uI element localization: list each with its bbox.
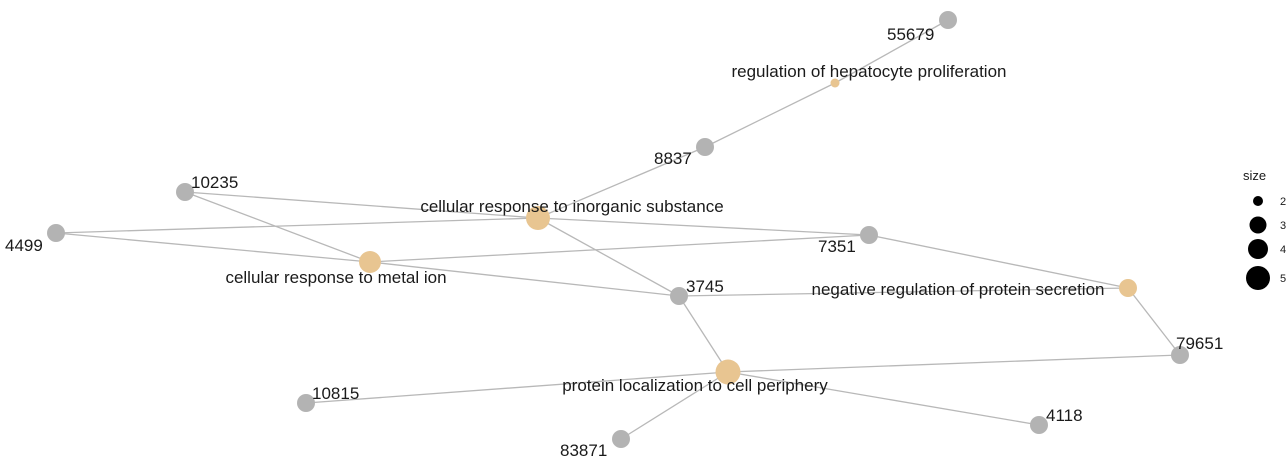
legend-point-3 [1249, 216, 1267, 234]
category-label-crmi: cellular response to metal ion [225, 268, 446, 287]
gene-node-10815[interactable] [297, 394, 315, 412]
edge-crmi-4499 [55, 232, 371, 263]
category-label-plcp: protein localization to cell periphery [562, 376, 828, 395]
gene-label-8837: 8837 [654, 149, 692, 168]
edges-layer [55, 19, 1181, 440]
edge-plcp-83871 [620, 371, 729, 440]
gene-label-10235: 10235 [191, 173, 238, 192]
gene-node-8837[interactable] [696, 138, 714, 156]
legend-point-2 [1253, 196, 1263, 206]
gene-label-3745: 3745 [686, 277, 724, 296]
gene-node-7351[interactable] [860, 226, 878, 244]
edge-plcp-79651 [727, 354, 1181, 373]
edge-plcp-10815 [305, 371, 729, 404]
edge-cris-3745 [537, 217, 680, 297]
edge-nrps-79651 [1127, 287, 1181, 356]
edge-crmi-10235 [184, 191, 371, 263]
gene-label-10815: 10815 [312, 384, 359, 403]
edge-crmi-7351 [369, 234, 870, 263]
gene-node-83871[interactable] [612, 430, 630, 448]
gene-node-4118[interactable] [1030, 416, 1048, 434]
size-legend: size 2 3 4 5 [1243, 168, 1286, 290]
edge-rhp-55679 [834, 19, 949, 84]
gene-node-55679[interactable] [939, 11, 957, 29]
gene-label-4499: 4499 [5, 236, 43, 255]
category-node-nrps[interactable] [1119, 279, 1137, 297]
legend-label-4: 4 [1280, 244, 1286, 256]
category-node-plcp[interactable] [715, 359, 741, 385]
gene-label-55679: 55679 [887, 25, 934, 44]
edge-nrps-7351 [868, 234, 1129, 289]
edge-crmi-3745 [369, 261, 680, 297]
edge-cris-7351 [537, 217, 870, 236]
legend-label-2: 2 [1280, 196, 1286, 208]
category-label-cris: cellular response to inorganic substance [420, 197, 723, 216]
gene-label-79651: 79651 [1176, 334, 1223, 353]
legend-title: size [1243, 168, 1266, 183]
legend-point-4 [1248, 239, 1268, 259]
gene-node-10235[interactable] [176, 183, 194, 201]
gene-label-83871: 83871 [560, 441, 607, 460]
category-node-rhp[interactable] [830, 78, 840, 88]
nodes-layer [47, 11, 1189, 448]
legend-label-5: 5 [1280, 273, 1286, 285]
gene-node-79651[interactable] [1171, 346, 1189, 364]
edge-cris-8837 [537, 146, 706, 219]
category-node-cris[interactable] [526, 206, 550, 230]
edge-rhp-8837 [704, 82, 836, 148]
category-node-crmi[interactable] [359, 251, 381, 273]
edge-cris-10235 [184, 191, 539, 219]
edge-cris-4499 [55, 217, 539, 234]
category-label-nrps: negative regulation of protein secretion [812, 280, 1105, 299]
labels-layer: 55679 regulation of hepatocyte proliferat… [5, 25, 1223, 460]
gene-node-4499[interactable] [47, 224, 65, 242]
edge-plcp-3745 [678, 295, 729, 373]
edge-nrps-3745 [678, 287, 1129, 297]
legend-point-5 [1246, 266, 1270, 290]
edge-plcp-4118 [727, 371, 1040, 426]
gene-node-3745[interactable] [670, 287, 688, 305]
gene-label-7351: 7351 [818, 237, 856, 256]
legend-label-3: 3 [1280, 220, 1286, 232]
category-label-rhp: regulation of hepatocyte proliferation [731, 62, 1006, 81]
gene-label-4118: 4118 [1046, 406, 1083, 425]
